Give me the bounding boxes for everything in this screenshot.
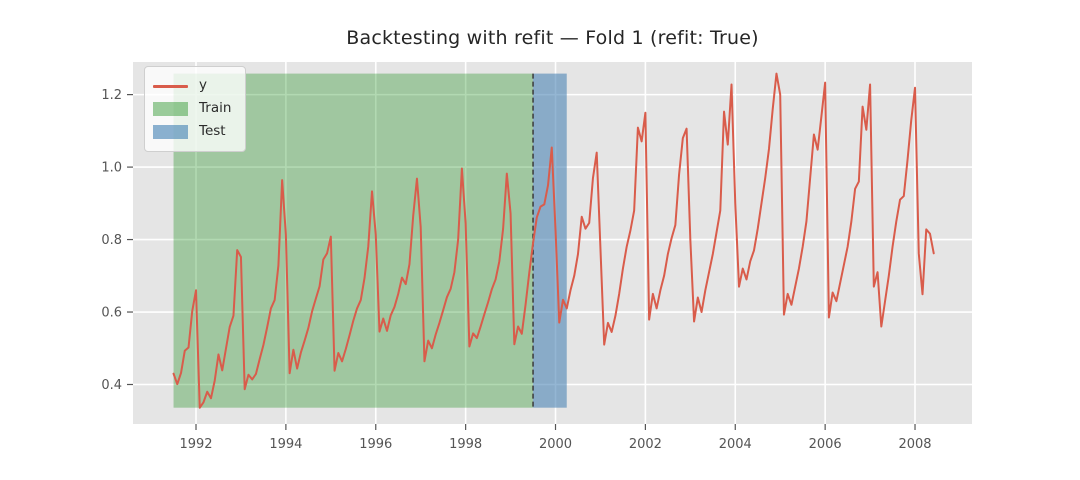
y-tick-label: 1.2: [101, 88, 122, 103]
test-region: [533, 73, 567, 408]
legend-train-swatch: [153, 102, 188, 116]
x-tick-label: 2008: [898, 437, 931, 452]
x-tick-label: 1996: [359, 437, 392, 452]
x-tick-label: 2004: [719, 437, 752, 452]
chart-title: Backtesting with refit — Fold 1 (refit: …: [346, 27, 759, 49]
y-tick-label: 0.8: [101, 233, 122, 248]
legend-test-swatch: [153, 125, 188, 139]
legend-label: y: [199, 77, 207, 94]
x-tick-label: 2006: [809, 437, 842, 452]
x-tick-label: 1994: [269, 437, 302, 452]
x-tick-label: 2000: [539, 437, 572, 452]
x-tick-label: 1998: [449, 437, 482, 452]
legend-item-test: Test: [153, 121, 231, 143]
x-tick-label: 2002: [629, 437, 662, 452]
legend-line-swatch: [153, 84, 188, 88]
legend-label: Test: [199, 123, 226, 140]
legend-item-y: y: [153, 75, 231, 97]
y-tick-label: 0.4: [101, 378, 122, 393]
legend-item-train: Train: [153, 98, 231, 120]
y-tick-label: 1.0: [101, 161, 122, 176]
legend: y Train Test: [144, 66, 247, 152]
legend-label: Train: [199, 100, 232, 117]
series-line-y: [172, 72, 935, 409]
x-tick-label: 1992: [179, 437, 212, 452]
y-tick-label: 0.6: [101, 306, 122, 321]
